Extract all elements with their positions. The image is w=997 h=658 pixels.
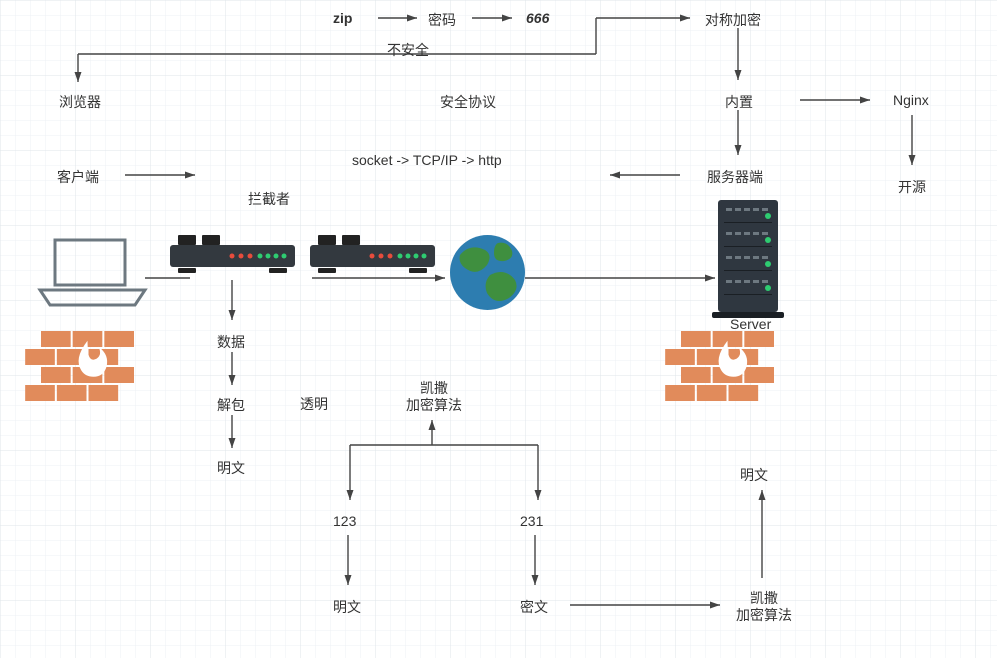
label-caesar: 凯撒 加密算法 [406, 380, 462, 414]
grid-background [0, 0, 997, 658]
label-plaintext1: 明文 [217, 458, 245, 478]
label-plaintext3: 明文 [740, 465, 768, 485]
label-sym_encrypt: 对称加密 [705, 10, 761, 30]
label-browser: 浏览器 [59, 92, 101, 112]
label-protocol: 安全协议 [440, 92, 496, 112]
label-ciphertext: 密文 [520, 597, 548, 617]
diagram-stage: zip 密码 666 对称加密不安全浏览器 安全协议 内置 Nginx 客户端 socket -… [0, 0, 997, 658]
label-client: 客户端 [57, 167, 99, 187]
label-nginx: Nginx [893, 92, 929, 108]
label-num231: 231 [520, 513, 543, 529]
label-builtin: 内置 [725, 92, 753, 112]
label-num123: 123 [333, 513, 356, 529]
label-zip: zip [333, 10, 352, 26]
label-pwd: 密码 [428, 10, 456, 30]
label-server_en: Server [730, 316, 771, 332]
label-server_side: 服务器端 [707, 167, 763, 187]
label-interceptor: 拦截者 [248, 189, 290, 209]
label-unpack: 解包 [217, 395, 245, 415]
label-code666: 666 [526, 10, 549, 26]
label-plaintext2: 明文 [333, 597, 361, 617]
label-data: 数据 [217, 332, 245, 352]
label-insecure: 不安全 [387, 40, 429, 60]
label-socket: socket -> TCP/IP -> http [352, 152, 502, 168]
label-open_source: 开源 [898, 177, 926, 197]
label-transparent: 透明 [300, 394, 328, 414]
label-caesar2: 凯撒 加密算法 [736, 590, 792, 624]
